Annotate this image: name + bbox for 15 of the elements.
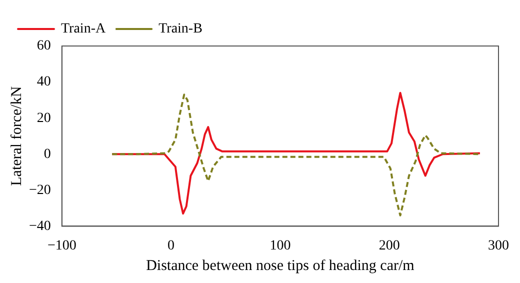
legend-label: Train-A <box>61 22 106 37</box>
x-tick-label: −100 <box>47 238 76 254</box>
x-tick-label: 200 <box>378 238 400 254</box>
y-tick-label: −40 <box>28 218 51 234</box>
x-axis-title: Distance between nose tips of heading car/m <box>146 258 415 274</box>
x-tick-label: 100 <box>270 238 291 254</box>
x-tick-label: 0 <box>168 238 175 254</box>
y-tick-label: 60 <box>36 38 51 54</box>
legend-label: Train-B <box>158 22 202 37</box>
x-tick-label: 300 <box>488 238 509 254</box>
y-tick-label: −20 <box>28 182 51 198</box>
y-axis-title: Lateral force/kN <box>8 86 25 186</box>
y-tick-label: 0 <box>44 146 51 162</box>
y-tick-label: 40 <box>36 74 51 90</box>
y-tick-label: 20 <box>36 110 51 126</box>
